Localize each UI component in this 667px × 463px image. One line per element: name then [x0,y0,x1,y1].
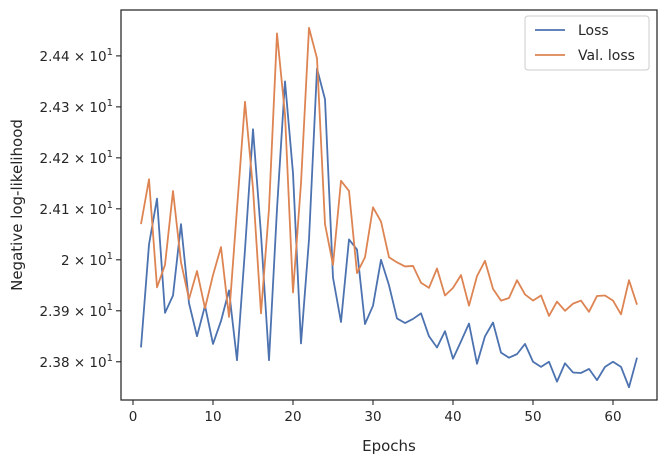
x-axis-label: Epochs [362,437,416,455]
x-axis-ticks: 0 10 20 30 40 50 60 [129,400,622,425]
series-line-val-loss [140,26,638,318]
y-tick-label: 2.38 × 101 [39,353,113,371]
x-tick-label: 60 [604,409,621,425]
y-axis-ticks: 2.38 × 101 2.39 × 101 2 × 101 2.41 × 101 2.4… [39,47,121,371]
legend-label-loss: Loss [578,23,609,39]
x-tick-label: 20 [284,409,301,425]
x-tick-label: 50 [524,409,541,425]
series-lines [140,26,638,389]
series-line-loss [140,67,638,389]
y-tick-label: 2.44 × 101 [39,47,113,65]
y-tick-label: 2.43 × 101 [39,98,113,116]
x-tick-label: 30 [364,409,381,425]
x-tick-label: 0 [129,409,138,425]
y-tick-label: 2.41 × 101 [39,200,113,218]
y-tick-label: 2.42 × 101 [39,149,113,167]
y-tick-label: 2.39 × 101 [39,302,113,320]
y-tick-label: 2 × 101 [61,251,113,269]
legend: Loss Val. loss [524,15,650,71]
legend-label-val-loss: Val. loss [578,48,635,64]
x-tick-label: 40 [444,409,461,425]
plot-frame [120,9,658,401]
y-axis-label: Negative log-likelihood [8,119,26,291]
x-tick-label: 10 [204,409,221,425]
